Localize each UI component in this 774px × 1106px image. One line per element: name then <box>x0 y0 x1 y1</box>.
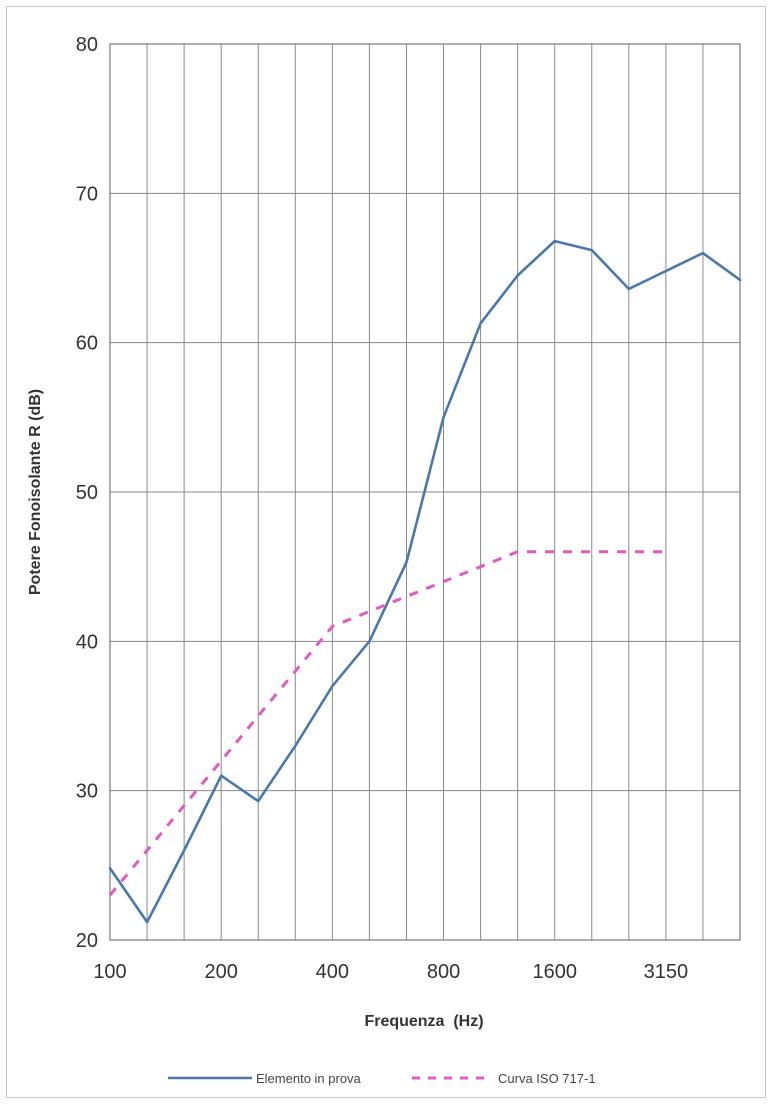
x-tick-label: 100 <box>93 961 126 983</box>
y-tick-label: 80 <box>76 34 98 56</box>
y-tick-label: 50 <box>76 482 98 504</box>
y-tick-label: 40 <box>76 631 98 653</box>
legend-label-elemento: Elemento in prova <box>256 1071 362 1086</box>
x-axis-ticks: 100 200 400 800 1600 3150 <box>93 961 688 983</box>
legend-label-iso: Curva ISO 717-1 <box>498 1071 596 1086</box>
x-tick-label: 200 <box>204 961 237 983</box>
plot-area <box>109 43 741 941</box>
series-line-1 <box>108 550 666 897</box>
y-tick-label: 30 <box>76 781 98 803</box>
series-line-0 <box>108 239 742 924</box>
y-axis-title: Potere Fonoisolante R (dB) <box>27 389 44 595</box>
y-tick-label: 70 <box>76 183 98 205</box>
legend: Elemento in prova Curva ISO 717-1 <box>168 1071 596 1086</box>
x-tick-label: 1600 <box>532 961 577 983</box>
x-tick-label: 400 <box>316 961 349 983</box>
y-tick-label: 20 <box>76 930 98 952</box>
x-axis-title: Frequenza (Hz) <box>364 1013 483 1030</box>
series <box>108 239 742 924</box>
y-axis-ticks: 20 30 40 50 60 70 80 <box>76 34 98 952</box>
x-tick-label: 800 <box>427 961 460 983</box>
y-tick-label: 60 <box>76 333 98 355</box>
x-tick-label: 3150 <box>644 961 689 983</box>
